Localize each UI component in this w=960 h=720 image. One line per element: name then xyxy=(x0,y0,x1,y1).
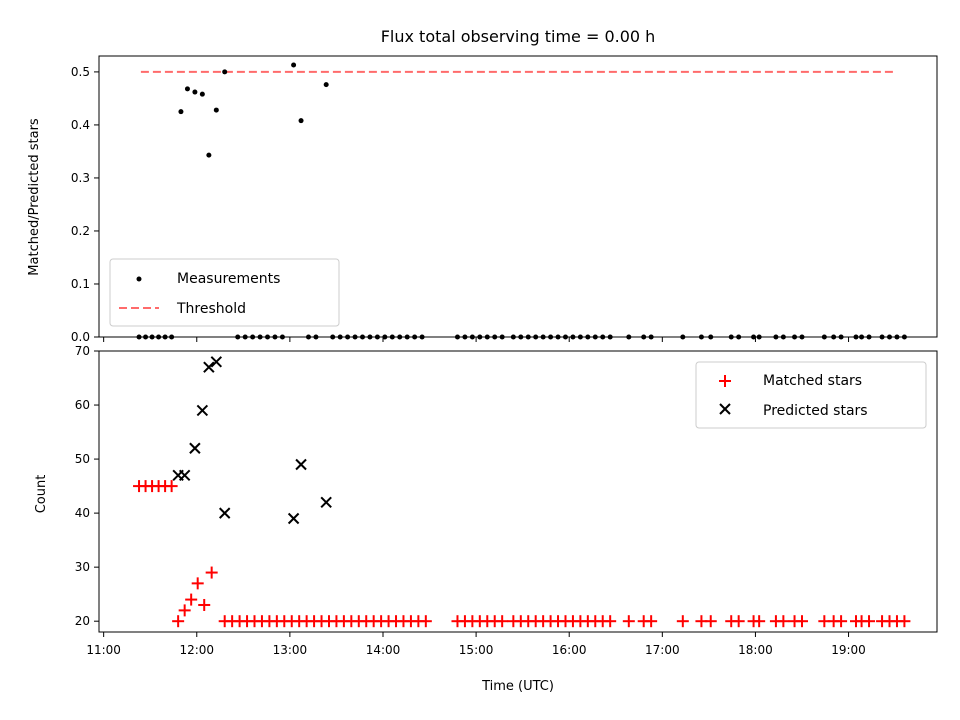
count-panel: 20 30 40 50 60 70 11:00 12:00 13:00 14:00 15:00 16… xyxy=(34,344,938,694)
count-y-tick-label: 20 xyxy=(75,614,90,628)
ratio-panel: Flux total observing time = 0.00 h 0.0 0.… xyxy=(27,27,938,344)
measurement-point xyxy=(291,62,297,68)
matched-star-point xyxy=(795,615,808,628)
ratio-y-tick-label: 0.2 xyxy=(71,224,90,238)
predicted-star-point xyxy=(178,469,191,481)
predicted-star-point xyxy=(203,361,215,373)
count-legend: Matched stars Predicted stars xyxy=(695,361,927,429)
predicted-star-point xyxy=(287,512,300,525)
count-y-tick-label: 60 xyxy=(75,398,90,412)
predicted-star-point xyxy=(210,356,223,368)
legend-matched-marker xyxy=(719,375,731,387)
predicted-star-point xyxy=(320,496,332,509)
count-panel-frame xyxy=(98,350,938,633)
count-y-axis-label: Count xyxy=(34,475,49,514)
matched-star-point xyxy=(732,615,745,628)
count-y-tick-label: 30 xyxy=(75,560,90,574)
ratio-y-tick-label: 0.5 xyxy=(71,65,90,79)
matched-star-point xyxy=(496,615,509,628)
measurement-point xyxy=(213,107,219,113)
legend-predicted-label: Predicted stars xyxy=(763,403,868,419)
measurement-point xyxy=(192,89,198,95)
matched-star-point xyxy=(165,480,178,493)
legend-matched-label: Matched stars xyxy=(763,373,862,389)
count-legend-box xyxy=(695,361,927,429)
matched-star-point xyxy=(835,615,848,628)
matched-star-point xyxy=(178,604,191,617)
ratio-legend-box xyxy=(109,258,340,327)
matched-star-point xyxy=(777,615,790,628)
matched-star-point xyxy=(604,615,617,628)
predicted-star-point xyxy=(295,458,307,471)
matched-star-point xyxy=(172,615,185,628)
ratio-legend: Measurements Threshold xyxy=(109,258,340,327)
predicted-star-point xyxy=(189,442,201,454)
x-tick-label: 13:00 xyxy=(273,643,308,657)
ratio-y-tick-label: 0.0 xyxy=(71,330,90,344)
matched-star-point xyxy=(676,615,689,628)
matched-star-point xyxy=(863,615,876,628)
measurement-point xyxy=(222,69,228,75)
matched-star-point xyxy=(753,615,766,628)
ratio-y-tick-label: 0.4 xyxy=(71,118,90,132)
matched-star-point xyxy=(185,593,198,606)
x-tick-label: 15:00 xyxy=(459,643,494,657)
ratio-y-tick-label: 0.1 xyxy=(71,277,90,291)
x-tick-label: 14:00 xyxy=(366,643,401,657)
measurement-point xyxy=(206,152,212,158)
count-y-tick-label: 50 xyxy=(75,452,90,466)
matched-star-point xyxy=(645,615,658,628)
predicted-star-point xyxy=(196,404,209,417)
matched-star-point xyxy=(704,615,717,628)
legend-measurements-marker xyxy=(136,276,142,282)
ratio-y-tick-label: 0.3 xyxy=(71,171,90,185)
legend-measurements-label: Measurements xyxy=(177,271,280,287)
predicted-star-point xyxy=(218,507,231,519)
x-tick-label: 18:00 xyxy=(738,643,773,657)
x-tick-label: 19:00 xyxy=(831,643,866,657)
measurement-point xyxy=(298,118,304,124)
x-tick-label: 12:00 xyxy=(179,643,214,657)
count-y-tick-label: 70 xyxy=(75,344,90,358)
measurement-point xyxy=(184,86,190,92)
matched-star-point xyxy=(198,598,211,611)
ratio-panel-frame xyxy=(98,55,938,338)
ratio-y-axis-label: Matched/Predicted stars xyxy=(27,118,42,276)
legend-predicted-marker xyxy=(719,403,731,415)
chart-title: Flux total observing time = 0.00 h xyxy=(381,27,656,46)
x-tick-label: 17:00 xyxy=(645,643,680,657)
measurement-point xyxy=(323,82,329,88)
x-tick-label: 16:00 xyxy=(552,643,587,657)
matched-star-point xyxy=(419,615,432,628)
count-y-tick-label: 40 xyxy=(75,506,90,520)
matched-star-point xyxy=(898,615,911,628)
matched-star-point xyxy=(622,615,635,628)
measurement-point xyxy=(199,91,205,97)
matched-star-point xyxy=(205,566,218,579)
matched-star-point xyxy=(191,577,204,590)
x-axis-label: Time (UTC) xyxy=(481,679,554,694)
measurement-point xyxy=(178,109,184,115)
x-tick-label: 11:00 xyxy=(86,643,121,657)
legend-threshold-label: Threshold xyxy=(176,301,246,317)
